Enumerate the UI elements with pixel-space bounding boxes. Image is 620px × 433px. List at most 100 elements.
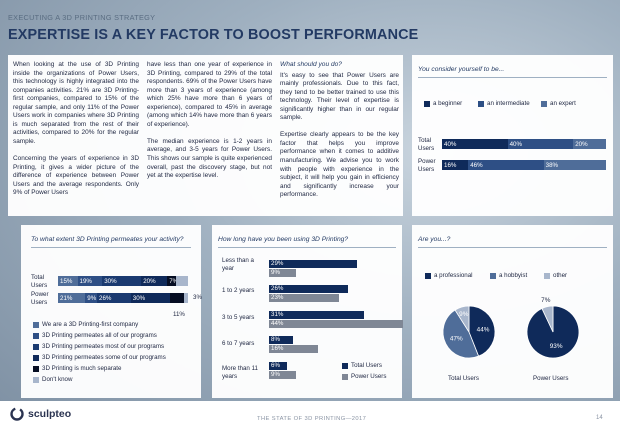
paragraph: Concerning the years of experience in 3D… bbox=[13, 154, 139, 197]
paragraph: have less than one year of experience in… bbox=[147, 61, 272, 128]
pie-charts: 44% 47% 9% 93% 7% bbox=[442, 297, 580, 359]
legend-item: Don't know bbox=[33, 376, 72, 383]
legend-item: other bbox=[544, 272, 567, 279]
legend-label: a beginner bbox=[433, 100, 463, 107]
legend-item: Total Users bbox=[342, 362, 382, 369]
legend-swatch bbox=[33, 343, 39, 350]
category-label: Total Users bbox=[31, 274, 48, 289]
bar bbox=[269, 294, 340, 302]
kicker: EXECUTING A 3D PRINTING STRATEGY bbox=[8, 13, 156, 22]
legend-label: 3D Printing permeates most of our progra… bbox=[42, 343, 165, 350]
legend-label: 3D Printing permeates some of our progra… bbox=[42, 354, 166, 361]
legend-item: an intermediate bbox=[478, 100, 530, 107]
pie-label: 93% bbox=[550, 343, 563, 350]
pie-label: 7% bbox=[541, 297, 551, 304]
paragraph: When looking at the use of 3D Printing i… bbox=[13, 61, 139, 145]
legend-item: a beginner bbox=[424, 100, 462, 107]
bar-segment: 9% bbox=[85, 293, 97, 303]
legend-swatch bbox=[33, 376, 39, 383]
legend-swatch bbox=[478, 100, 484, 107]
text-col-3: What should you do? It's easy to see tha… bbox=[280, 61, 399, 208]
legend-item: Power Users bbox=[342, 373, 386, 380]
bar bbox=[269, 371, 297, 379]
legend-label: Don't know bbox=[42, 376, 73, 383]
bar-segment: 38% bbox=[543, 160, 606, 170]
legend-item: a hobbyist bbox=[490, 272, 527, 279]
legend-swatch bbox=[33, 365, 39, 372]
legend-label: other bbox=[553, 272, 568, 279]
legend-swatch bbox=[541, 100, 547, 107]
legend-swatch bbox=[490, 272, 496, 279]
legend-swatch bbox=[342, 373, 348, 380]
brand-name: sculpteo bbox=[28, 408, 72, 420]
bar bbox=[269, 336, 294, 344]
legend-item: 3D Printing permeates most of our progra… bbox=[33, 343, 164, 350]
bar bbox=[269, 260, 358, 268]
bar bbox=[269, 320, 404, 328]
text-col-2: have less than one year of experience in… bbox=[147, 61, 272, 189]
bar-segment: 21% bbox=[58, 293, 86, 303]
category-label: More than 11 years bbox=[222, 365, 259, 380]
divider bbox=[418, 77, 607, 78]
chart-title: Are you...? bbox=[418, 236, 451, 243]
legend-label: a professional bbox=[434, 272, 473, 279]
bar-segment: 40% bbox=[507, 139, 574, 149]
legend-item: 3D Printing permeates some of our progra… bbox=[33, 354, 166, 361]
bar-segment bbox=[176, 276, 188, 286]
bar-segment: 20% bbox=[573, 139, 606, 149]
category-label: Total Users bbox=[418, 137, 435, 152]
sculpteo-icon bbox=[10, 407, 24, 421]
bar-segment: 15% bbox=[58, 276, 78, 286]
bar-label: 23% bbox=[271, 294, 284, 301]
pie-caption: Total Users bbox=[448, 375, 479, 382]
callout-label: 11% bbox=[173, 311, 185, 318]
callout-label: 3% bbox=[193, 294, 202, 301]
bar-segment: 19% bbox=[77, 276, 103, 286]
category-label: Less than a year bbox=[222, 257, 254, 272]
legend-swatch bbox=[33, 332, 39, 339]
legend-swatch bbox=[544, 272, 550, 279]
bar-segment: 30% bbox=[130, 293, 170, 303]
bar-label: 8% bbox=[271, 336, 280, 343]
bar-segment: 46% bbox=[468, 160, 544, 170]
bar-label: 6% bbox=[271, 362, 280, 369]
experience-panel: How long have you been using 3D Printing… bbox=[212, 225, 404, 398]
bar bbox=[269, 269, 297, 277]
bar-segment bbox=[184, 293, 188, 303]
bar-segment: 16% bbox=[442, 160, 469, 170]
pie-label: 47% bbox=[450, 335, 463, 342]
bar-segment: 7% bbox=[167, 276, 177, 286]
legend-swatch bbox=[425, 272, 431, 279]
bar-segment: 30% bbox=[102, 276, 142, 286]
divider bbox=[218, 247, 396, 248]
category-label: 6 to 7 years bbox=[222, 340, 255, 347]
chart-title: To what extent 3D Printing permeates you… bbox=[31, 236, 184, 243]
divider bbox=[418, 247, 607, 248]
category-label: 1 to 2 years bbox=[222, 287, 255, 294]
bar-label: 9% bbox=[271, 371, 280, 378]
chart-title: You consider yourself to be... bbox=[418, 66, 505, 73]
intro-panel: When looking at the use of 3D Printing i… bbox=[8, 55, 403, 216]
bar-label: 26% bbox=[271, 285, 284, 292]
bar-segment: 40% bbox=[442, 139, 508, 149]
bar-segment: 20% bbox=[141, 276, 168, 286]
divider bbox=[31, 247, 191, 248]
category-label: 3 to 5 years bbox=[222, 314, 255, 321]
category-label: Power Users bbox=[31, 291, 49, 306]
page-title: EXPERTISE IS A KEY FACTOR TO BOOST PERFO… bbox=[8, 27, 419, 43]
paragraph: Expertise clearly appears to be the key … bbox=[280, 131, 399, 199]
bar-segment: 26% bbox=[97, 293, 131, 303]
brand-logo: sculpteo bbox=[10, 407, 71, 421]
pie-slice bbox=[468, 305, 496, 357]
bar-label: 29% bbox=[271, 260, 284, 267]
legend-label: a hobbyist bbox=[499, 272, 528, 279]
legend-label: 3D Printing is much separate bbox=[42, 365, 122, 372]
chart-title: How long have you been using 3D Printing… bbox=[218, 236, 349, 243]
legend-swatch bbox=[33, 321, 39, 328]
legend-label: We are a 3D Printing-first company bbox=[42, 321, 139, 328]
bar-label: 16% bbox=[271, 345, 284, 352]
bar-label: 31% bbox=[271, 311, 284, 318]
pie-slice bbox=[454, 305, 470, 334]
bar bbox=[269, 362, 288, 370]
section-heading: What should you do? bbox=[280, 61, 342, 68]
